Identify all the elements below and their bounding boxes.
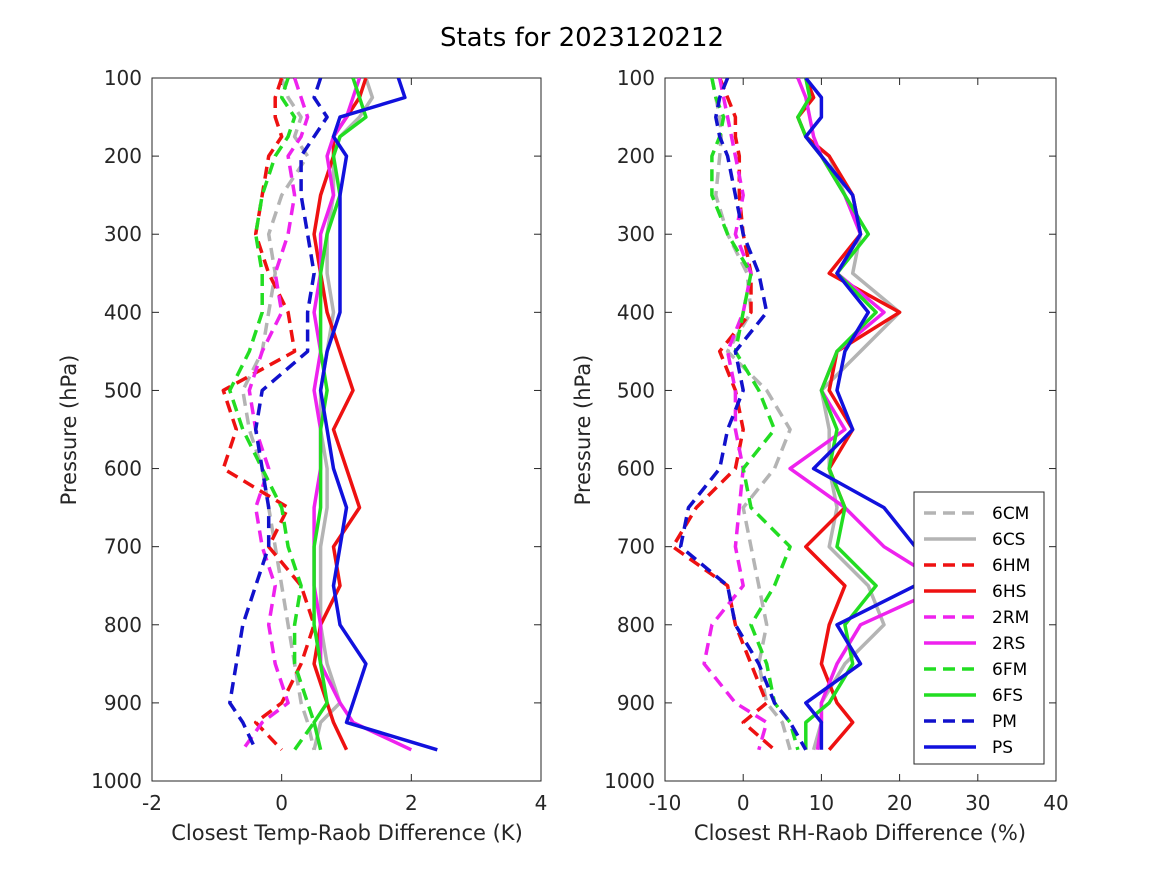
temp-y-tick-label: 200 [104, 144, 142, 168]
rh-y-tick-label: 1000 [604, 769, 655, 793]
legend-label-ps: PS [992, 738, 1013, 758]
rh-x-tick-label: 10 [809, 791, 834, 815]
temp-axes-frame [151, 77, 542, 782]
temp-y-tick-label: 500 [104, 378, 142, 402]
temp-y-tick-label: 100 [104, 66, 142, 90]
legend-label-2rs: 2RS [992, 634, 1025, 654]
temp-y-tick-label: 1000 [91, 769, 142, 793]
temp-y-tick-label: 800 [104, 613, 142, 637]
rh-series-6fm [710, 78, 800, 751]
temp-x-tick-label: 4 [535, 791, 548, 815]
temp-x-tick-label: 0 [275, 791, 288, 815]
temp-x-tick-label: 2 [405, 791, 418, 815]
temp-series-2rs [312, 78, 413, 752]
temp-series-2rm [241, 78, 310, 751]
temp-y-tick-label: 600 [104, 457, 142, 481]
legend-label-2rm: 2RM [992, 608, 1029, 628]
figure-title: Stats for 2023120212 [440, 23, 724, 53]
temp-series-ps [318, 78, 438, 752]
rh-y-tick-label: 500 [617, 378, 655, 402]
temp-y-tick-label: 400 [104, 300, 142, 324]
rh-x-tick-label: 40 [1043, 791, 1068, 815]
rh-y-tick-label: 900 [617, 691, 655, 715]
rh-y-tick-label: 600 [617, 457, 655, 481]
rh-y-tick-label: 300 [617, 222, 655, 246]
rh-x-tick-label: -10 [649, 791, 682, 815]
temp-y-tick-label: 700 [104, 535, 142, 559]
rh-y-tick-label: 100 [617, 66, 655, 90]
rh-y-tick-label: 400 [617, 300, 655, 324]
temp-series-6fm [228, 78, 316, 751]
rh-y-tick-label: 800 [617, 613, 655, 637]
temp-y-tick-label: 300 [104, 222, 142, 246]
rh-axes-frame [664, 77, 1057, 782]
temp-difference-panel: Closest Temp-Raob Difference (K) Pressur… [57, 66, 547, 845]
rh-x-axis-label: Closest RH-Raob Difference (%) [694, 821, 1026, 845]
legend-label-6cm: 6CM [992, 504, 1029, 524]
temp-series-6hs [312, 78, 368, 751]
temp-y-tick-label: 900 [104, 691, 142, 715]
rh-series-6hs [796, 78, 902, 751]
legend-label-6cs: 6CS [992, 530, 1025, 550]
legend-label-6hs: 6HS [992, 582, 1026, 602]
rh-y-tick-label: 700 [617, 535, 655, 559]
rh-series-ps [804, 78, 917, 750]
rh-y-tick-label: 200 [617, 144, 655, 168]
legend: 6CM 6CS 6HM 6HS 2RM 2RS 6FM 6FS PM PS [913, 491, 1045, 765]
temp-x-tick-label: -2 [142, 791, 162, 815]
temp-y-axis-label: Pressure (hPa) [57, 355, 81, 506]
legend-label-6hm: 6HM [992, 556, 1030, 576]
rh-difference-panel: Closest RH-Raob Difference (%) Pressure … [571, 66, 1069, 845]
rh-x-tick-label: 30 [965, 791, 990, 815]
legend-label-6fm: 6FM [992, 660, 1027, 680]
rh-series-2rm [702, 78, 769, 751]
legend-label-pm: PM [992, 712, 1017, 732]
rh-x-tick-label: 20 [887, 791, 912, 815]
temp-x-axis-label: Closest Temp-Raob Difference (K) [171, 821, 523, 845]
rh-y-axis-label: Pressure (hPa) [571, 355, 595, 506]
rh-series-pm [678, 78, 808, 751]
rh-x-tick-label: 0 [737, 791, 750, 815]
temp-series-6hm [221, 78, 316, 752]
legend-label-6fs: 6FS [992, 686, 1023, 706]
temp-series-pm [228, 78, 329, 751]
